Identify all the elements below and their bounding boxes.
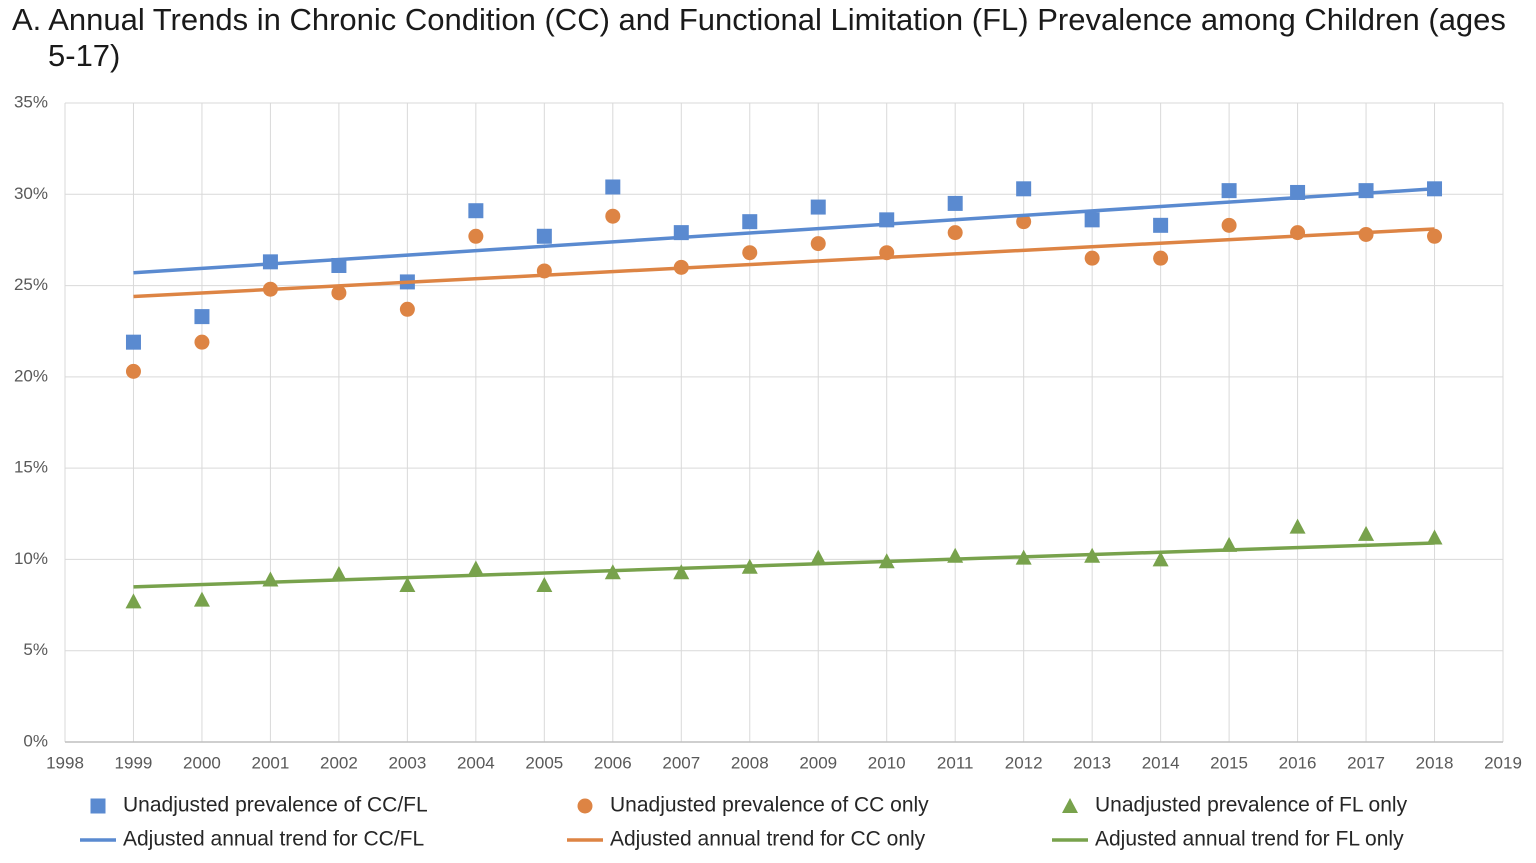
data-point <box>1153 250 1169 266</box>
legend-label: Unadjusted prevalence of FL only <box>1095 794 1408 817</box>
x-tick-label: 2001 <box>252 753 290 772</box>
y-tick-label: 20% <box>14 366 48 385</box>
data-point <box>810 199 826 215</box>
x-tick-label: 2019 <box>1484 753 1522 772</box>
x-tick-label: 2003 <box>388 753 426 772</box>
legend-label: Adjusted annual trend for FL only <box>1095 828 1404 851</box>
trend-line <box>133 187 1435 275</box>
data-point <box>1221 217 1237 233</box>
data-point <box>125 593 142 609</box>
data-point <box>468 228 484 244</box>
x-tick-label: 2016 <box>1279 753 1317 772</box>
legend-swatch <box>90 798 106 814</box>
x-tick-label: 2017 <box>1347 753 1385 772</box>
data-point <box>330 566 347 582</box>
legend-label: Unadjusted prevalence of CC only <box>610 794 929 817</box>
data-point <box>605 179 621 195</box>
y-tick-label: 5% <box>23 640 48 659</box>
x-tick-label: 2009 <box>799 753 837 772</box>
data-point <box>467 560 484 576</box>
data-point <box>193 591 210 607</box>
trend-line <box>133 541 1435 589</box>
x-tick-label: 1999 <box>115 753 153 772</box>
data-point <box>331 257 347 273</box>
data-point <box>1152 551 1169 567</box>
data-point <box>1084 250 1100 266</box>
data-point <box>125 363 141 379</box>
data-point <box>1358 183 1374 199</box>
data-point <box>399 301 415 317</box>
x-tick-label: 2006 <box>594 753 632 772</box>
data-point <box>1016 181 1032 197</box>
x-tick-label: 2013 <box>1073 753 1111 772</box>
data-point <box>331 285 347 301</box>
x-tick-label: 2000 <box>183 753 221 772</box>
legend-label: Unadjusted prevalence of CC/FL <box>123 794 428 817</box>
data-point <box>947 195 963 211</box>
x-tick-label: 2015 <box>1210 753 1248 772</box>
data-point <box>1084 212 1100 228</box>
data-point <box>1358 525 1375 541</box>
legend-swatch <box>577 798 593 814</box>
y-tick-label: 35% <box>14 92 48 111</box>
data-point <box>1153 217 1169 233</box>
data-point <box>1016 214 1032 230</box>
x-tick-label: 1998 <box>46 753 84 772</box>
y-tick-label: 30% <box>14 184 48 203</box>
data-point <box>742 214 758 230</box>
x-tick-label: 2002 <box>320 753 358 772</box>
legend-label: Adjusted annual trend for CC/FL <box>123 828 424 851</box>
chart-title: A. Annual Trends in Chronic Condition (C… <box>12 2 1506 73</box>
data-point <box>742 245 758 261</box>
data-point <box>536 576 553 592</box>
y-tick-label: 15% <box>14 458 48 477</box>
data-point <box>194 309 210 325</box>
data-point <box>125 334 141 350</box>
x-tick-label: 2014 <box>1142 753 1180 772</box>
x-tick-label: 2012 <box>1005 753 1043 772</box>
data-point <box>1289 518 1306 534</box>
x-tick-label: 2007 <box>662 753 700 772</box>
data-point <box>673 564 690 580</box>
x-tick-label: 2004 <box>457 753 495 772</box>
data-point <box>810 236 826 252</box>
data-point <box>1426 529 1443 545</box>
y-tick-label: 10% <box>14 549 48 568</box>
x-tick-label: 2010 <box>868 753 906 772</box>
trend-line <box>133 227 1435 299</box>
x-tick-label: 2011 <box>937 753 974 772</box>
x-tick-label: 2008 <box>731 753 769 772</box>
data-point <box>468 203 484 219</box>
data-point <box>1427 228 1443 244</box>
data-point <box>605 208 621 224</box>
data-point <box>262 254 278 270</box>
y-tick-label: 0% <box>23 731 48 750</box>
data-point <box>194 334 210 350</box>
data-point <box>262 571 279 587</box>
data-point <box>536 228 552 244</box>
data-point <box>399 576 416 592</box>
legend-swatch <box>1062 798 1078 813</box>
data-point <box>810 549 827 565</box>
y-tick-label: 25% <box>14 275 48 294</box>
x-tick-label: 2005 <box>525 753 563 772</box>
legend-label: Adjusted annual trend for CC only <box>610 828 926 851</box>
data-point <box>1221 183 1237 199</box>
x-tick-label: 2018 <box>1416 753 1454 772</box>
data-point <box>947 225 963 241</box>
